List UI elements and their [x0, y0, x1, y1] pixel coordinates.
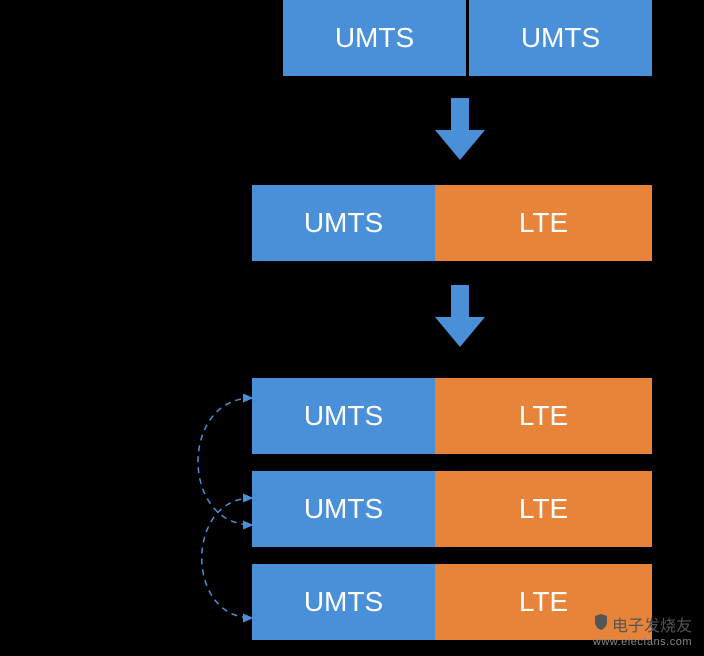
watermark: 电子发烧友 www.elecfans.com [593, 612, 692, 648]
block-lte: LTE [435, 471, 652, 547]
row-3: UMTS LTE [252, 471, 652, 547]
row-2: UMTS LTE [252, 378, 652, 454]
down-arrow-icon [435, 285, 485, 347]
block-umts: UMTS [469, 0, 652, 76]
down-arrow-icon [435, 98, 485, 160]
diagram-canvas: UMTS UMTS UMTS LTE UMTS LTE UMTS LTE UMT… [0, 0, 704, 656]
watermark-brand: 电子发烧友 [612, 612, 692, 636]
shield-icon [594, 614, 608, 635]
curved-connector [0, 0, 704, 656]
block-umts: UMTS [252, 378, 435, 454]
row-1: UMTS LTE [252, 185, 652, 261]
block-umts: UMTS [252, 564, 435, 640]
watermark-url: www.elecfans.com [593, 636, 692, 648]
row-0: UMTS UMTS [283, 0, 652, 76]
block-umts: UMTS [283, 0, 466, 76]
block-lte: LTE [435, 378, 652, 454]
block-umts: UMTS [252, 185, 435, 261]
block-umts: UMTS [252, 471, 435, 547]
block-lte: LTE [435, 185, 652, 261]
